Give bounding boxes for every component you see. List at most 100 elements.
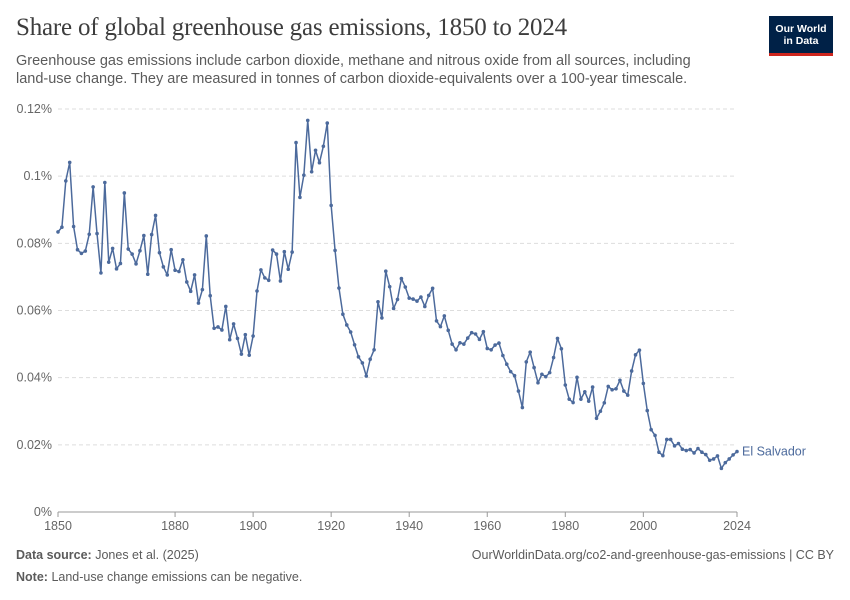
data-point xyxy=(676,441,681,446)
data-point xyxy=(138,248,142,253)
y-tick-label: 0.1% xyxy=(24,169,53,183)
gridlines: 0% 0.02% 0.04% 0.06% 0.08% 0.1% 0.12% xyxy=(17,102,737,519)
data-point xyxy=(75,247,80,252)
y-tick-label: 0.08% xyxy=(17,236,52,250)
data-point xyxy=(559,346,564,351)
series-labels: El Salvador xyxy=(742,445,806,459)
data-point xyxy=(103,180,107,185)
source-url-link[interactable]: OurWorldinData.org/co2-and-greenhouse-ga… xyxy=(471,548,834,562)
x-tick-label: 2000 xyxy=(629,519,657,533)
data-point xyxy=(395,297,400,302)
data-point xyxy=(298,195,302,200)
data-point xyxy=(540,372,544,377)
data-point xyxy=(274,252,279,256)
series-line xyxy=(57,119,738,470)
owid-logo[interactable]: Our World in Data xyxy=(769,16,833,56)
data-point xyxy=(649,427,653,432)
data-point xyxy=(91,185,95,189)
data-point xyxy=(114,267,119,271)
note-label: Note: xyxy=(16,570,48,584)
data-point xyxy=(329,203,333,208)
data-point xyxy=(204,234,209,238)
data-point xyxy=(83,249,88,253)
data-point xyxy=(637,348,642,352)
data-point xyxy=(255,289,259,293)
data-point xyxy=(462,342,466,346)
data-point xyxy=(341,312,345,316)
data-point xyxy=(547,370,552,375)
data-point xyxy=(305,118,310,123)
data-point xyxy=(590,385,595,389)
data-point xyxy=(247,353,252,357)
data-point xyxy=(469,330,474,335)
logo-line-2: in Data xyxy=(783,34,819,47)
data-point xyxy=(122,191,127,195)
source-link[interactable]: Jones et al. (2025) xyxy=(95,548,199,562)
data-point xyxy=(235,336,240,341)
data-point xyxy=(563,383,568,387)
data-point xyxy=(356,355,361,359)
data-point xyxy=(536,380,540,385)
data-point xyxy=(504,362,509,367)
data-point xyxy=(508,369,513,374)
data-point xyxy=(372,347,376,352)
data-point xyxy=(231,322,236,326)
data-point xyxy=(625,393,630,397)
data-point xyxy=(259,268,263,272)
data-point xyxy=(212,326,216,331)
logo-line-1: Our World xyxy=(775,22,827,35)
data-point xyxy=(602,401,607,405)
data-point xyxy=(223,304,228,309)
data-point xyxy=(266,278,271,283)
data-point xyxy=(555,336,560,341)
data-point xyxy=(157,250,162,255)
data-point xyxy=(321,144,326,149)
y-tick-label: 0.06% xyxy=(17,304,52,318)
data-point xyxy=(442,314,447,318)
data-point xyxy=(598,409,603,414)
data-point xyxy=(251,334,255,338)
data-point xyxy=(458,340,462,345)
data-point xyxy=(376,299,380,304)
data-point xyxy=(579,397,583,401)
data-point xyxy=(188,289,193,294)
data-point xyxy=(672,444,677,448)
x-tick-label: 1850 xyxy=(44,519,72,533)
x-tick-label: 2024 xyxy=(723,519,751,533)
data-point xyxy=(586,399,591,403)
data-point xyxy=(270,248,275,252)
data-point xyxy=(173,268,177,273)
data-point xyxy=(571,400,575,405)
data-point xyxy=(383,269,388,274)
data-point xyxy=(684,448,689,453)
data-point xyxy=(497,341,501,345)
data-point xyxy=(415,299,419,303)
data-point xyxy=(380,316,384,320)
data-point xyxy=(614,386,618,391)
y-tick-label: 0.04% xyxy=(17,371,52,385)
data-point xyxy=(220,328,224,332)
data-point xyxy=(633,353,638,357)
data-point xyxy=(622,389,626,393)
data-point xyxy=(142,233,146,238)
data-point xyxy=(703,452,708,457)
data-point xyxy=(516,389,521,393)
data-point xyxy=(71,224,76,229)
data-point xyxy=(446,328,451,333)
chart-title: Share of global greenhouse gas emissions… xyxy=(16,14,567,41)
data-point xyxy=(399,276,404,281)
data-point xyxy=(387,284,392,289)
data-point xyxy=(434,319,439,323)
data-point xyxy=(282,249,287,254)
data-point xyxy=(64,179,68,183)
data-point xyxy=(430,286,435,291)
chart-note: Note: Land-use change emissions can be n… xyxy=(16,570,302,584)
data-point xyxy=(501,353,505,358)
data-point xyxy=(618,378,622,383)
data-point xyxy=(99,271,103,275)
data-point xyxy=(715,454,720,458)
y-tick-label: 0.02% xyxy=(17,438,52,452)
data-point xyxy=(130,252,134,256)
note-text: Land-use change emissions can be negativ… xyxy=(51,570,303,584)
